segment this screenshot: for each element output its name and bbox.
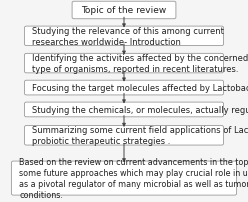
FancyBboxPatch shape	[25, 81, 223, 96]
Text: Studying the chemicals, or molecules, actually regulating those targets.: Studying the chemicals, or molecules, ac…	[32, 105, 248, 114]
Text: Summarizing some current field applications of Lactobacillus and such
probiotic : Summarizing some current field applicati…	[32, 126, 248, 146]
FancyBboxPatch shape	[11, 161, 237, 195]
Text: Identifying the activities affected by the concerned
type of organisms, reported: Identifying the activities affected by t…	[32, 54, 248, 74]
FancyBboxPatch shape	[25, 54, 223, 74]
FancyBboxPatch shape	[25, 126, 223, 145]
FancyBboxPatch shape	[72, 2, 176, 20]
FancyBboxPatch shape	[25, 27, 223, 46]
Text: Studying the relevance of this among current
researches worldwide- Introduction: Studying the relevance of this among cur…	[32, 27, 224, 47]
Text: Focusing the target molecules affected by Lactobacillus.: Focusing the target molecules affected b…	[32, 84, 248, 93]
Text: Based on the review on current advancements in the topic, we proposed
some futur: Based on the review on current advanceme…	[19, 157, 248, 199]
FancyBboxPatch shape	[25, 103, 223, 117]
Text: Topic of the review: Topic of the review	[81, 6, 167, 15]
